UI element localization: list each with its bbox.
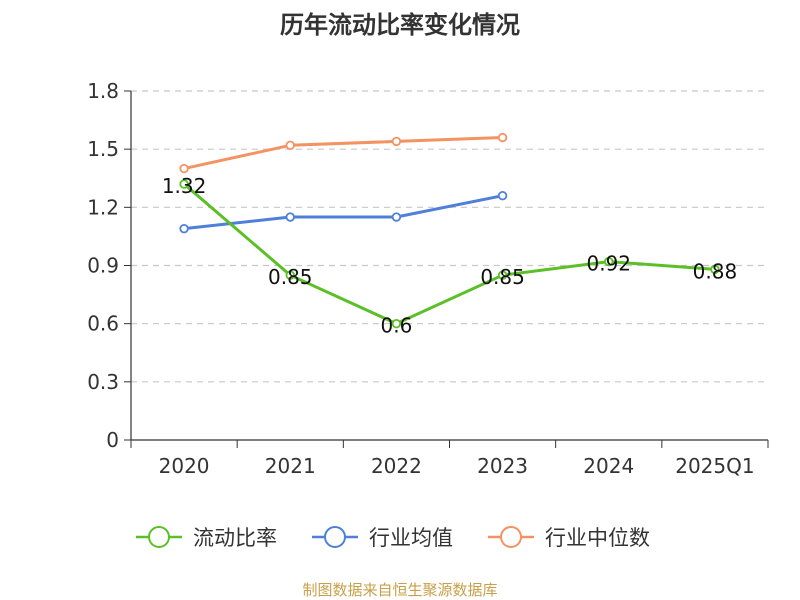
series-point-2-2	[391, 136, 402, 147]
data-label-0-3: 0.85	[480, 265, 525, 289]
axes: 0 0.3 0.6 0.9 1.2 1.5 1.8 2020 2021 2022 2023 2024 2…	[87, 79, 769, 478]
y-tick-label-3: 0.9	[87, 254, 119, 278]
series-point-2-1	[285, 140, 295, 150]
legend-item-1: 行业均值	[312, 526, 453, 550]
series-line-2	[182, 136, 505, 171]
series-point-1-1	[285, 212, 295, 222]
legend-marker-0	[148, 526, 170, 548]
series-point-1-2	[391, 212, 402, 222]
data-label-0-4: 0.92	[586, 252, 631, 276]
source-note: 制图数据来自恒生聚源数据库	[302, 581, 497, 599]
series-group	[179, 132, 720, 329]
y-tick-label-2: 0.6	[87, 312, 119, 336]
legend: 流动比率 行业均值 行业中位数	[136, 526, 650, 550]
data-label-0-1: 0.85	[268, 265, 313, 289]
x-tick-label-0: 2020	[159, 454, 210, 478]
y-tick-label-6: 1.8	[87, 79, 119, 103]
legend-marker-1	[324, 526, 346, 548]
grid-lines	[131, 90, 768, 383]
legend-marker-2	[500, 526, 522, 548]
series-point-0-1	[285, 270, 295, 280]
y-tick-label-1: 0.3	[87, 370, 119, 394]
series-line-0	[182, 182, 717, 326]
x-tick-label-4: 2024	[583, 454, 634, 478]
data-labels: 1.32 0.85 0.6 0.85 0.92 0.88	[162, 174, 737, 338]
y-tick-label-4: 1.2	[87, 195, 119, 219]
series-0	[179, 179, 720, 329]
series-point-2-0	[179, 163, 189, 174]
series-2	[179, 132, 508, 174]
x-tick-label-3: 2023	[477, 454, 528, 478]
legend-label-0: 流动比率	[193, 526, 277, 550]
series-point-1-0	[179, 223, 189, 234]
series-point-0-3	[497, 270, 508, 280]
data-label-0-0: 1.32	[162, 174, 207, 198]
legend-item-0: 流动比率	[136, 526, 277, 550]
series-point-0-0	[179, 179, 189, 189]
x-tick-label-1: 2021	[265, 454, 316, 478]
series-1	[179, 190, 508, 234]
data-label-0-2: 0.6	[381, 314, 413, 338]
series-point-2-3	[497, 132, 508, 143]
series-point-1-3	[497, 190, 508, 201]
data-label-0-5: 0.88	[693, 259, 738, 283]
y-tick-label-5: 1.5	[87, 137, 119, 161]
legend-item-2: 行业中位数	[488, 526, 650, 550]
x-tick-label-2: 2022	[371, 454, 422, 478]
chart-title: 历年流动比率变化情况	[280, 11, 520, 39]
legend-label-2: 行业中位数	[545, 526, 650, 550]
y-tick-label-0: 0	[106, 428, 119, 452]
legend-label-1: 行业均值	[369, 526, 453, 550]
series-point-0-5	[710, 264, 720, 275]
series-line-1	[182, 194, 505, 231]
series-point-0-4	[604, 256, 614, 267]
x-tick-label-5: 2025Q1	[675, 454, 754, 478]
series-point-0-2	[391, 318, 402, 329]
